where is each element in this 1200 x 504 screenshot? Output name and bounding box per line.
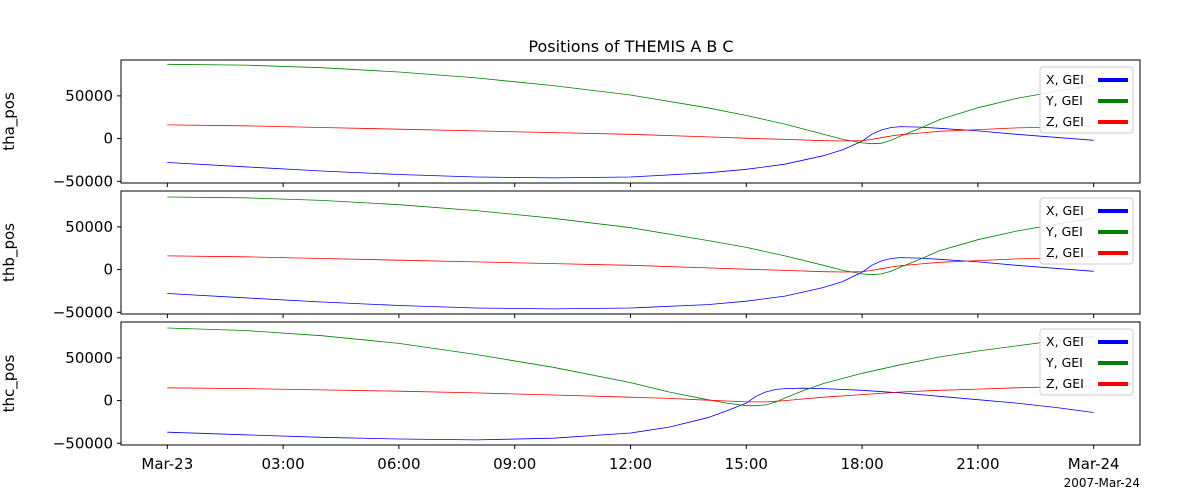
series-line-z-gei	[167, 124, 1094, 142]
legend-label: Y, GEI	[1045, 355, 1083, 370]
date-label: 2007-Mar-24	[1064, 476, 1140, 490]
y-tick-label: −50000	[53, 303, 113, 321]
legend-box	[1039, 328, 1134, 396]
series-line-x-gei	[167, 257, 1094, 310]
series-line-z-gei	[167, 255, 1094, 273]
legend: X, GEI Y, GEI Z, GEI	[1039, 197, 1134, 265]
legend-label: Z, GEI	[1046, 245, 1084, 260]
legend-label: X, GEI	[1046, 334, 1084, 349]
legend-label: Y, GEI	[1045, 93, 1083, 108]
panel-2: −50000 0 50000 thb_pos X, GEI Y, GEI Z, GEI	[0, 190, 1141, 321]
y-tick-label: 50000	[65, 349, 113, 367]
series-line-z-gei	[167, 385, 1094, 403]
y-axis-label: thc_pos	[0, 354, 19, 412]
legend-label: Y, GEI	[1045, 224, 1083, 239]
x-tick-label: Mar-23	[141, 455, 193, 473]
chart-title: Positions of THEMIS A B C	[528, 37, 733, 56]
x-tick-label: 09:00	[493, 455, 536, 473]
x-tick-label: 18:00	[840, 455, 883, 473]
y-axis-label: thb_pos	[0, 223, 19, 282]
axes-frame	[120, 59, 1141, 184]
panel-3: −50000 0 50000 Mar-23 03:00 06:00 09:00 12:00 15…	[0, 321, 1141, 473]
legend-box	[1039, 197, 1134, 265]
y-tick-label: 50000	[65, 218, 113, 236]
series-line-x-gei	[167, 387, 1094, 441]
x-tick-label: Mar-24	[1068, 455, 1120, 473]
x-tick-label: 15:00	[725, 455, 768, 473]
legend: X, GEI Y, GEI Z, GEI	[1039, 66, 1134, 134]
legend: X, GEI Y, GEI Z, GEI	[1039, 328, 1134, 396]
x-tick-label: 12:00	[609, 455, 652, 473]
x-tick-label: 06:00	[377, 455, 420, 473]
y-tick-label: 0	[103, 130, 113, 148]
y-tick-label: 0	[103, 261, 113, 279]
axes-frame	[120, 321, 1141, 446]
y-tick-label: 50000	[65, 87, 113, 105]
x-tick-label: 03:00	[261, 455, 304, 473]
legend-label: Z, GEI	[1046, 376, 1084, 391]
series-line-x-gei	[167, 126, 1094, 179]
legend-label: X, GEI	[1046, 72, 1084, 87]
x-tick-label: 21:00	[956, 455, 999, 473]
legend-label: X, GEI	[1046, 203, 1084, 218]
y-tick-label: −50000	[53, 172, 113, 190]
y-tick-label: 0	[103, 392, 113, 410]
y-axis-label: tha_pos	[0, 92, 19, 151]
series-line-y-gei	[167, 63, 1094, 145]
series-line-y-gei	[167, 327, 1094, 407]
series-line-y-gei	[167, 196, 1094, 276]
legend-label: Z, GEI	[1046, 114, 1084, 129]
legend-box	[1039, 66, 1134, 134]
panel-1: −50000 0 50000 tha_pos X, GEI Y, GEI Z, GEI	[0, 59, 1141, 190]
y-tick-label: −50000	[53, 434, 113, 452]
axes-frame	[120, 190, 1141, 315]
